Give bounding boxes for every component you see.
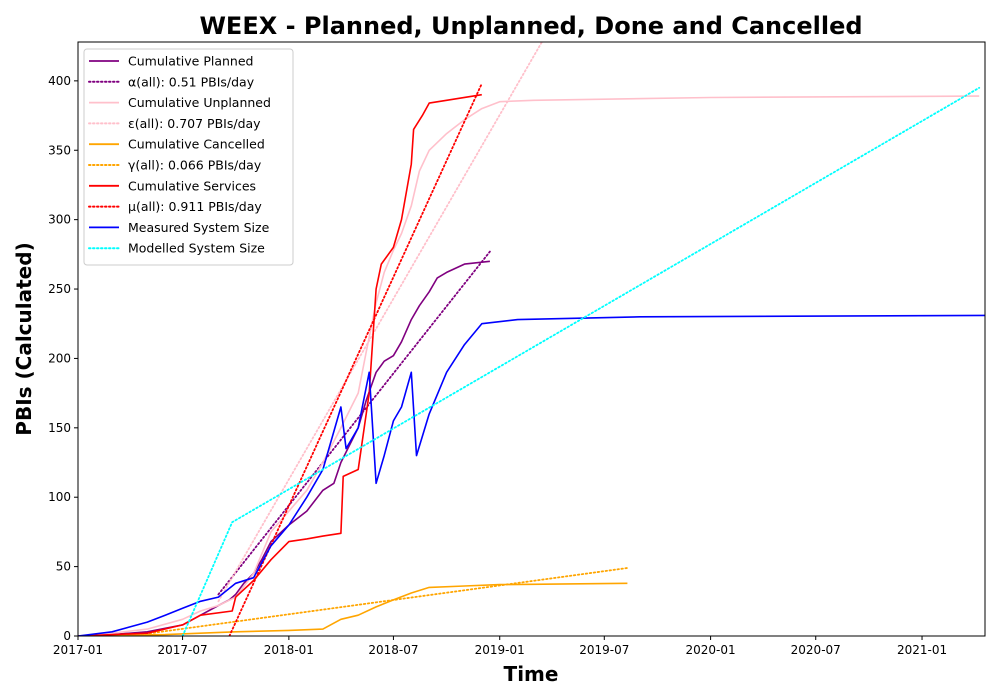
y-tick-label: 250 bbox=[48, 282, 71, 296]
legend-label: Measured System Size bbox=[128, 220, 270, 235]
series-line-3 bbox=[78, 95, 980, 636]
legend-label: Cumulative Unplanned bbox=[128, 95, 271, 110]
y-tick-label: 300 bbox=[48, 213, 71, 227]
series-line-9 bbox=[78, 314, 985, 636]
series-line-6 bbox=[129, 567, 629, 636]
series-line-7 bbox=[78, 93, 482, 636]
series-line-2 bbox=[217, 250, 491, 596]
legend-label: ε(all): 0.707 PBIs/day bbox=[128, 116, 261, 131]
series-line-8 bbox=[228, 82, 483, 636]
x-tick-label: 2017-01 bbox=[53, 643, 103, 657]
x-tick-label: 2018-07 bbox=[368, 643, 418, 657]
plot-frame bbox=[77, 41, 986, 637]
x-axis-title: Time bbox=[504, 662, 559, 686]
legend-label: μ(all): 0.911 PBIs/day bbox=[128, 199, 262, 214]
legend-box bbox=[83, 48, 294, 266]
x-tick-label: 2017-07 bbox=[157, 643, 207, 657]
legend-label: γ(all): 0.066 PBIs/day bbox=[128, 158, 262, 173]
series-line-1 bbox=[78, 260, 490, 636]
x-tick-label: 2020-07 bbox=[791, 643, 841, 657]
y-tick-label: 100 bbox=[48, 490, 71, 504]
series-group bbox=[78, 42, 985, 636]
x-tick-label: 2021-01 bbox=[897, 643, 947, 657]
x-tick-label: 2020-01 bbox=[686, 643, 736, 657]
y-tick-label: 350 bbox=[48, 143, 71, 157]
y-tick-label: 150 bbox=[48, 421, 71, 435]
y-axis-title: PBIs (Calculated) bbox=[12, 242, 36, 435]
chart-title: WEEX - Planned, Unplanned, Done and Canc… bbox=[199, 12, 862, 40]
x-tick-label: 2019-07 bbox=[579, 643, 629, 657]
x-tick-label: 2018-01 bbox=[264, 643, 314, 657]
series-line-5 bbox=[78, 582, 628, 636]
legend-label: Cumulative Services bbox=[128, 178, 256, 193]
y-tick-label: 200 bbox=[48, 351, 71, 365]
y-tick-label: 0 bbox=[63, 629, 71, 643]
x-tick-label: 2019-01 bbox=[475, 643, 525, 657]
legend-label: Modelled System Size bbox=[128, 241, 265, 256]
legend-label: Cumulative Planned bbox=[128, 54, 253, 69]
legend-label: Cumulative Cancelled bbox=[128, 137, 265, 152]
y-tick-label: 50 bbox=[56, 560, 71, 574]
legend-label: α(all): 0.51 PBIs/day bbox=[128, 74, 255, 89]
series-line-4 bbox=[217, 42, 543, 603]
y-tick-label: 400 bbox=[48, 74, 71, 88]
series-line-10 bbox=[181, 86, 981, 636]
